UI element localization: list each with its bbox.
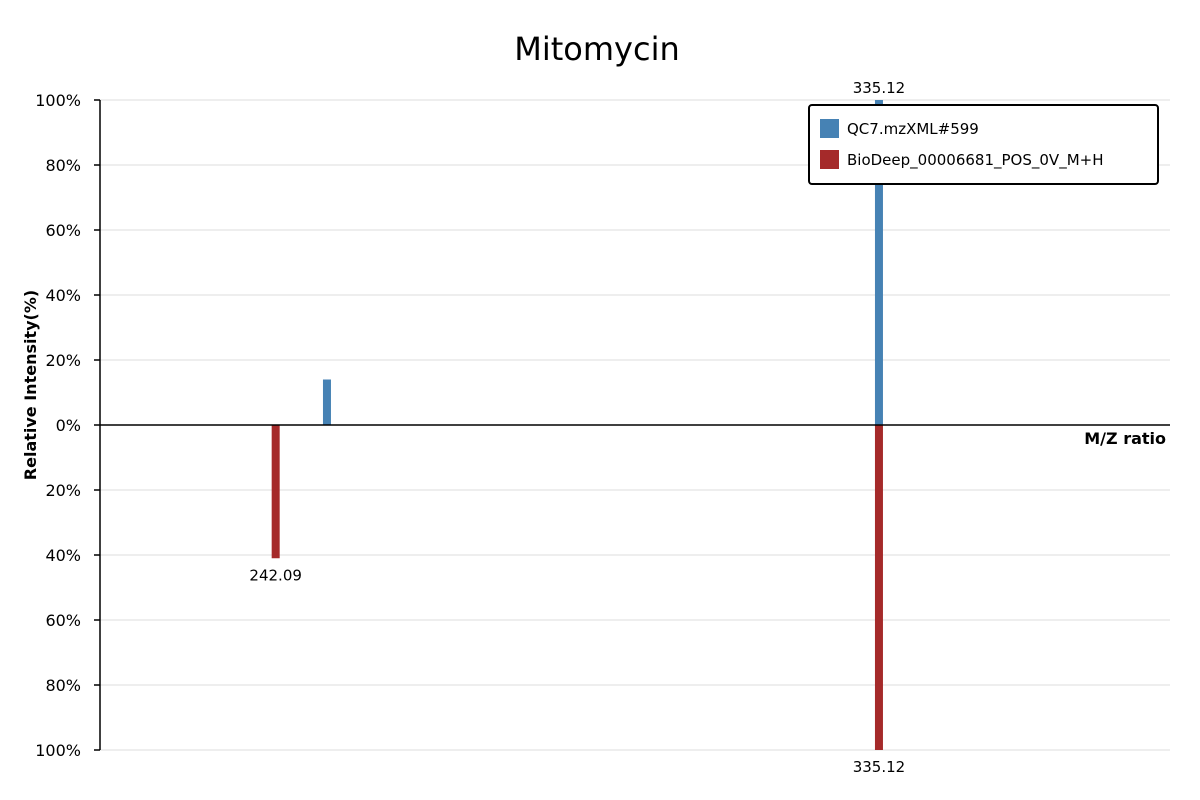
- x-axis-title: M/Z ratio: [1084, 429, 1166, 448]
- peak-label: 242.09: [249, 566, 302, 584]
- y-tick-label: 80%: [45, 676, 81, 695]
- legend: QC7.mzXML#599 BioDeep_00006681_POS_0V_M+…: [808, 104, 1159, 185]
- legend-swatch-series-1: [820, 119, 839, 138]
- y-tick-label: 20%: [45, 481, 81, 500]
- y-axis-title: Relative Intensity(%): [21, 290, 40, 480]
- chart-title: Mitomycin: [514, 30, 680, 68]
- legend-label-series-2: BioDeep_00006681_POS_0V_M+H: [847, 151, 1103, 170]
- peak-bar: [322, 379, 331, 425]
- y-tick-labels: 100% 80% 60% 40% 20% 0% 20% 40% 60% 80% 100%: [35, 91, 81, 760]
- y-tick-label: 0%: [56, 416, 81, 435]
- y-tick-label: 20%: [45, 351, 81, 370]
- y-tick-label: 100%: [35, 91, 81, 110]
- peak-labels: 335.12 242.09 335.12: [249, 79, 905, 776]
- y-tick-label: 40%: [45, 286, 81, 305]
- peaks: [271, 100, 883, 750]
- legend-box: [808, 104, 1159, 185]
- y-tick-label: 60%: [45, 221, 81, 240]
- peak-bar: [874, 425, 883, 750]
- peak-bar: [271, 425, 280, 559]
- y-tick-label: 60%: [45, 611, 81, 630]
- peak-label: 335.12: [853, 79, 906, 97]
- y-tick-label: 40%: [45, 546, 81, 565]
- legend-label-series-1: QC7.mzXML#599: [847, 120, 979, 138]
- peak-label: 335.12: [853, 758, 906, 776]
- y-tick-label: 80%: [45, 156, 81, 175]
- y-tick-label: 100%: [35, 741, 81, 760]
- peak-bar: [874, 100, 883, 425]
- axes: [94, 99, 1170, 751]
- legend-swatch-series-2: [820, 150, 839, 169]
